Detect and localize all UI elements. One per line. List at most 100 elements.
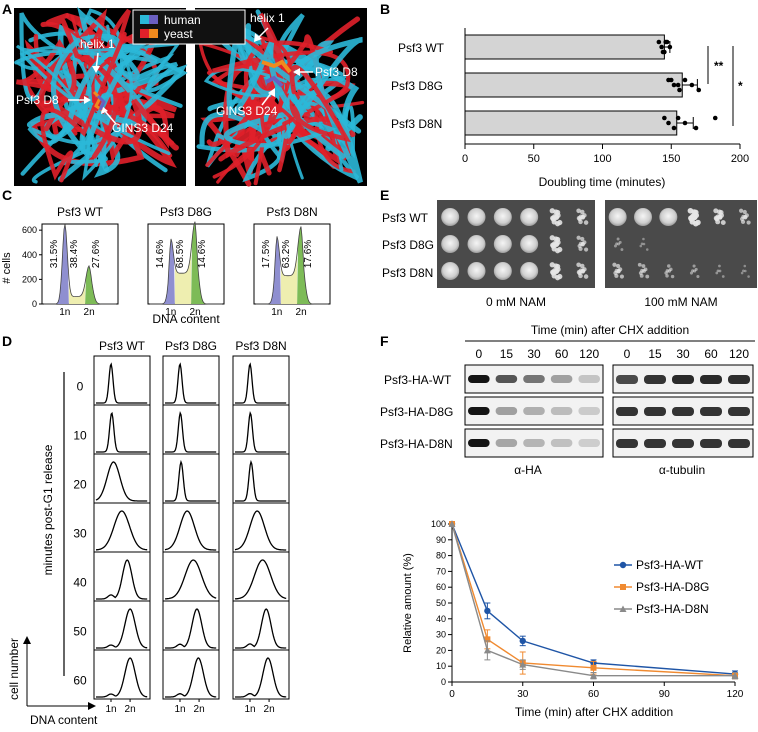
protein-ribbon	[26, 23, 148, 173]
c-histogram-line	[44, 224, 116, 305]
d-columns: Psf3 WT 1n 2n Psf3 D8G 1n 2n Psf3 D8N 1n 2n	[93, 339, 290, 715]
c-g1-percent: 31.5%	[49, 240, 60, 268]
yeast-colony	[713, 215, 719, 221]
d-flow-profile	[165, 657, 217, 698]
f-x-tick-label: 120	[727, 689, 744, 700]
d-tick-2n: 2n	[125, 704, 136, 715]
yeast-colony	[696, 274, 700, 279]
f-ha-band	[523, 439, 545, 447]
d-flow-profile	[96, 510, 148, 551]
yeast-colony	[742, 209, 747, 215]
protein-ribbon	[19, 15, 171, 181]
protein-ribbon	[15, 38, 175, 146]
f-timepoint-label: 120	[729, 347, 749, 361]
doubling-point	[682, 77, 688, 83]
c-tick-1n: 1n	[59, 307, 70, 318]
doubling-bars	[464, 34, 683, 136]
f-marker-circle	[484, 607, 491, 615]
panel-label-e: E	[380, 187, 389, 203]
plate-0mm	[437, 200, 595, 288]
c-g2-area	[191, 221, 208, 304]
f-marker-triangle	[483, 646, 491, 654]
f-tubulin-band	[700, 375, 722, 384]
f-timepoint-label: 15	[648, 347, 662, 361]
yeast-colony	[576, 208, 581, 214]
d-flow-profile	[96, 559, 148, 600]
c-s-percent: 68.5%	[175, 240, 186, 268]
yeast-colony	[554, 248, 561, 254]
d-flow-profile	[165, 559, 217, 600]
yeast-colony	[718, 210, 724, 215]
yeast-colony	[576, 262, 581, 268]
doubling-point	[668, 77, 674, 83]
yeast-colony	[580, 242, 585, 247]
yeast-colony	[746, 220, 751, 225]
yeast-colony	[645, 274, 650, 279]
f-timepoint-label: 60	[555, 347, 569, 361]
d-flow-profile	[235, 608, 287, 649]
yeast-colony	[715, 271, 719, 275]
c-tick-2n: 2n	[84, 307, 95, 318]
doubling-point	[677, 87, 682, 93]
yeast-colony	[580, 269, 586, 274]
yeast-colony	[550, 215, 556, 221]
b-category-d8n: Psf3 D8N	[391, 117, 442, 131]
yeast-spot	[520, 262, 539, 280]
c-s-phase-area	[174, 250, 192, 304]
f-y-tick-label: 90	[436, 535, 446, 545]
yeast-colony	[639, 273, 644, 278]
f-marker-square	[620, 584, 626, 590]
yeast-colony	[740, 271, 744, 275]
yeast-spot	[467, 235, 486, 253]
b-tick-label: 0	[462, 153, 468, 165]
yeast-colony	[687, 207, 694, 214]
yeast-colony	[645, 248, 649, 251]
panel-label-d: D	[2, 333, 12, 349]
f-timepoint-label: 30	[676, 347, 690, 361]
f-timepoint-label: 0	[624, 347, 631, 361]
c-g1-area	[160, 238, 175, 304]
f-ticks: 0 10 20 30 40 50 60 70 80 90 100 0 30 60 90 120	[431, 519, 744, 700]
yeast-spot	[441, 208, 460, 226]
d-time-label: 30	[73, 527, 87, 541]
f-marker-triangle	[519, 661, 527, 668]
doubling-point	[659, 44, 664, 50]
f-y-tick-label: 0	[441, 677, 446, 687]
e-plate-label-0mm: 0 mM NAM	[486, 295, 546, 309]
cell-cycle-release-grid: Psf3 WT 1n 2n Psf3 D8G 1n 2n Psf3 D8N 1n 2n minu…	[7, 339, 290, 727]
f-legend-label: Psf3-HA-WT	[636, 558, 704, 572]
d-flow-profile	[96, 608, 148, 649]
c-tick-2n: 2n	[296, 307, 307, 318]
d-column-frame	[162, 355, 220, 700]
f-tubulin-band	[616, 375, 638, 384]
f-tubulin-band	[672, 439, 694, 448]
d-cell-number-label: cell number	[7, 638, 21, 700]
yeast-colony	[640, 242, 644, 246]
yeast-colony	[580, 215, 586, 220]
yeast-colony	[615, 242, 619, 246]
yeast-colony	[640, 268, 644, 273]
yeast-colony	[576, 215, 582, 221]
legend-swatch-human-1	[140, 15, 149, 24]
yeast-colony	[689, 213, 696, 220]
doubling-point	[693, 125, 699, 131]
c-s-percent: 38.4%	[69, 240, 80, 268]
f-ha-band	[468, 375, 490, 383]
yeast-colony	[669, 267, 673, 272]
f-ha-band	[523, 375, 545, 383]
c-g1-percent: 17.5%	[261, 240, 272, 268]
yeast-colony	[742, 269, 745, 273]
b-tick-label: 100	[593, 153, 611, 165]
yeast-colony	[740, 219, 746, 224]
yeast-colony	[614, 273, 619, 278]
f-tubulin-band	[616, 439, 638, 448]
f-marker-square	[590, 664, 597, 671]
yeast-colony	[717, 214, 723, 220]
f-row-d8n: Psf3-HA-D8N	[380, 437, 453, 451]
d-time-label: 10	[73, 429, 87, 443]
yeast-colony	[744, 269, 747, 273]
yeast-colony	[583, 247, 589, 252]
f-ha-band	[468, 407, 490, 415]
f-ha-band	[550, 439, 573, 447]
f-tubulin-band	[700, 407, 722, 416]
